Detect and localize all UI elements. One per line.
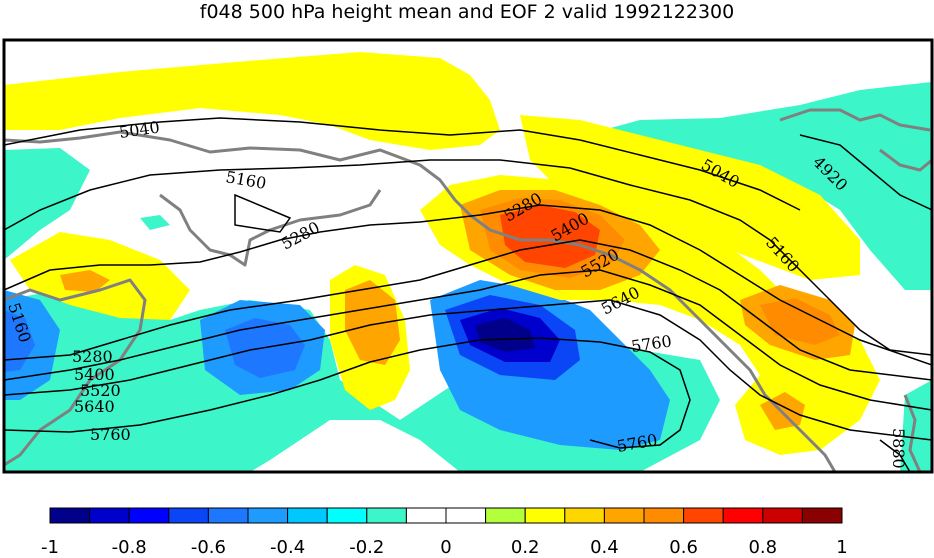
map-plot-area: 5040 5160 5280 5280 5400 5520 5640 5760 … bbox=[4, 40, 932, 472]
map-frame bbox=[2, 38, 934, 474]
colorbar-tick-label: 0.2 bbox=[511, 537, 540, 558]
contour-5520 bbox=[4, 269, 932, 411]
colorbar-tick-label: 0.4 bbox=[590, 537, 619, 558]
colorbar-swatch bbox=[683, 507, 724, 524]
coastline-northeast bbox=[779, 108, 931, 132]
colorbar-tick-label: -1 bbox=[41, 537, 59, 558]
colorbar-swatch bbox=[643, 507, 685, 524]
contour-5400 bbox=[4, 239, 932, 381]
colorbar-swatch bbox=[445, 507, 487, 524]
colorbar-tick-label: -0.4 bbox=[270, 537, 305, 558]
coastline-peninsula bbox=[159, 189, 382, 267]
negative-region-northeast bbox=[585, 82, 932, 290]
coastlines bbox=[4, 108, 932, 472]
colorbar-tick-label: -0.2 bbox=[349, 537, 384, 558]
contour-label: 5520 bbox=[80, 381, 121, 400]
contour-4920 bbox=[799, 134, 932, 211]
colorbar-swatch bbox=[485, 507, 526, 524]
coastline-southwest bbox=[4, 278, 147, 467]
coastline-west bbox=[4, 130, 837, 472]
contour-5760 bbox=[4, 337, 691, 449]
colorbar-swatch bbox=[207, 507, 249, 524]
colorbar-swatch bbox=[762, 507, 803, 524]
colorbar-tick-label: -0.6 bbox=[191, 537, 226, 558]
negative-region-north bbox=[4, 148, 90, 260]
negative-region-blue-8 bbox=[475, 318, 535, 352]
colorbar-swatch bbox=[49, 507, 91, 524]
contour-label: 5280 bbox=[72, 347, 113, 366]
colorbar-swatch bbox=[287, 507, 328, 524]
colorbar-swatch bbox=[524, 507, 566, 524]
contour-5280 bbox=[4, 204, 932, 366]
colorbar-swatch bbox=[366, 507, 407, 524]
height-contours bbox=[4, 117, 932, 472]
colorbar-swatch bbox=[564, 507, 605, 524]
colorbar-swatch bbox=[128, 507, 170, 524]
contour-5280-box bbox=[234, 193, 292, 233]
coastline-east-edge bbox=[903, 394, 922, 472]
colorbar-swatch bbox=[168, 507, 209, 524]
contour-label: 5640 bbox=[74, 397, 115, 416]
negative-region-small bbox=[140, 215, 170, 230]
contour-label: 5880 bbox=[889, 428, 908, 469]
contour-5040-west bbox=[4, 117, 801, 211]
negative-region-blue-5 bbox=[4, 310, 35, 372]
contour-5880 bbox=[879, 439, 911, 472]
colorbar-swatch bbox=[326, 507, 368, 524]
colorbar: -1 -0.8 -0.6 -0.4 -0.2 0 0.2 0.4 0.6 0.8 1 bbox=[41, 507, 848, 558]
colorbar-swatch bbox=[603, 507, 645, 524]
coastline-east-inland bbox=[879, 148, 932, 172]
colorbar-tick-label: 0 bbox=[440, 537, 451, 558]
positive-region-orange-6 bbox=[760, 298, 840, 345]
contour-5160 bbox=[4, 159, 932, 356]
contour-label: 5400 bbox=[74, 365, 115, 384]
eof-shading bbox=[4, 52, 932, 472]
contour-5640 bbox=[4, 299, 932, 441]
colorbar-tick-label: 1 bbox=[836, 537, 847, 558]
colorbar-swatch bbox=[722, 507, 764, 524]
positive-region-east-north bbox=[520, 115, 860, 280]
positive-region-orange-4 bbox=[60, 270, 110, 292]
contour-label: 5760 bbox=[90, 425, 131, 444]
colorbar-tick-label: 0.8 bbox=[748, 537, 777, 558]
colorbar-tick-label: -0.8 bbox=[112, 537, 147, 558]
colorbar-swatch bbox=[801, 507, 843, 524]
colorbar-swatch bbox=[405, 507, 447, 524]
positive-region-north bbox=[4, 52, 500, 150]
colorbar-swatch bbox=[247, 507, 289, 524]
map-title: f048 500 hPa height mean and EOF 2 valid… bbox=[199, 1, 735, 23]
colorbar-swatch bbox=[89, 507, 130, 524]
positive-region-orange-3 bbox=[345, 280, 400, 365]
colorbar-tick-label: 0.6 bbox=[669, 537, 698, 558]
